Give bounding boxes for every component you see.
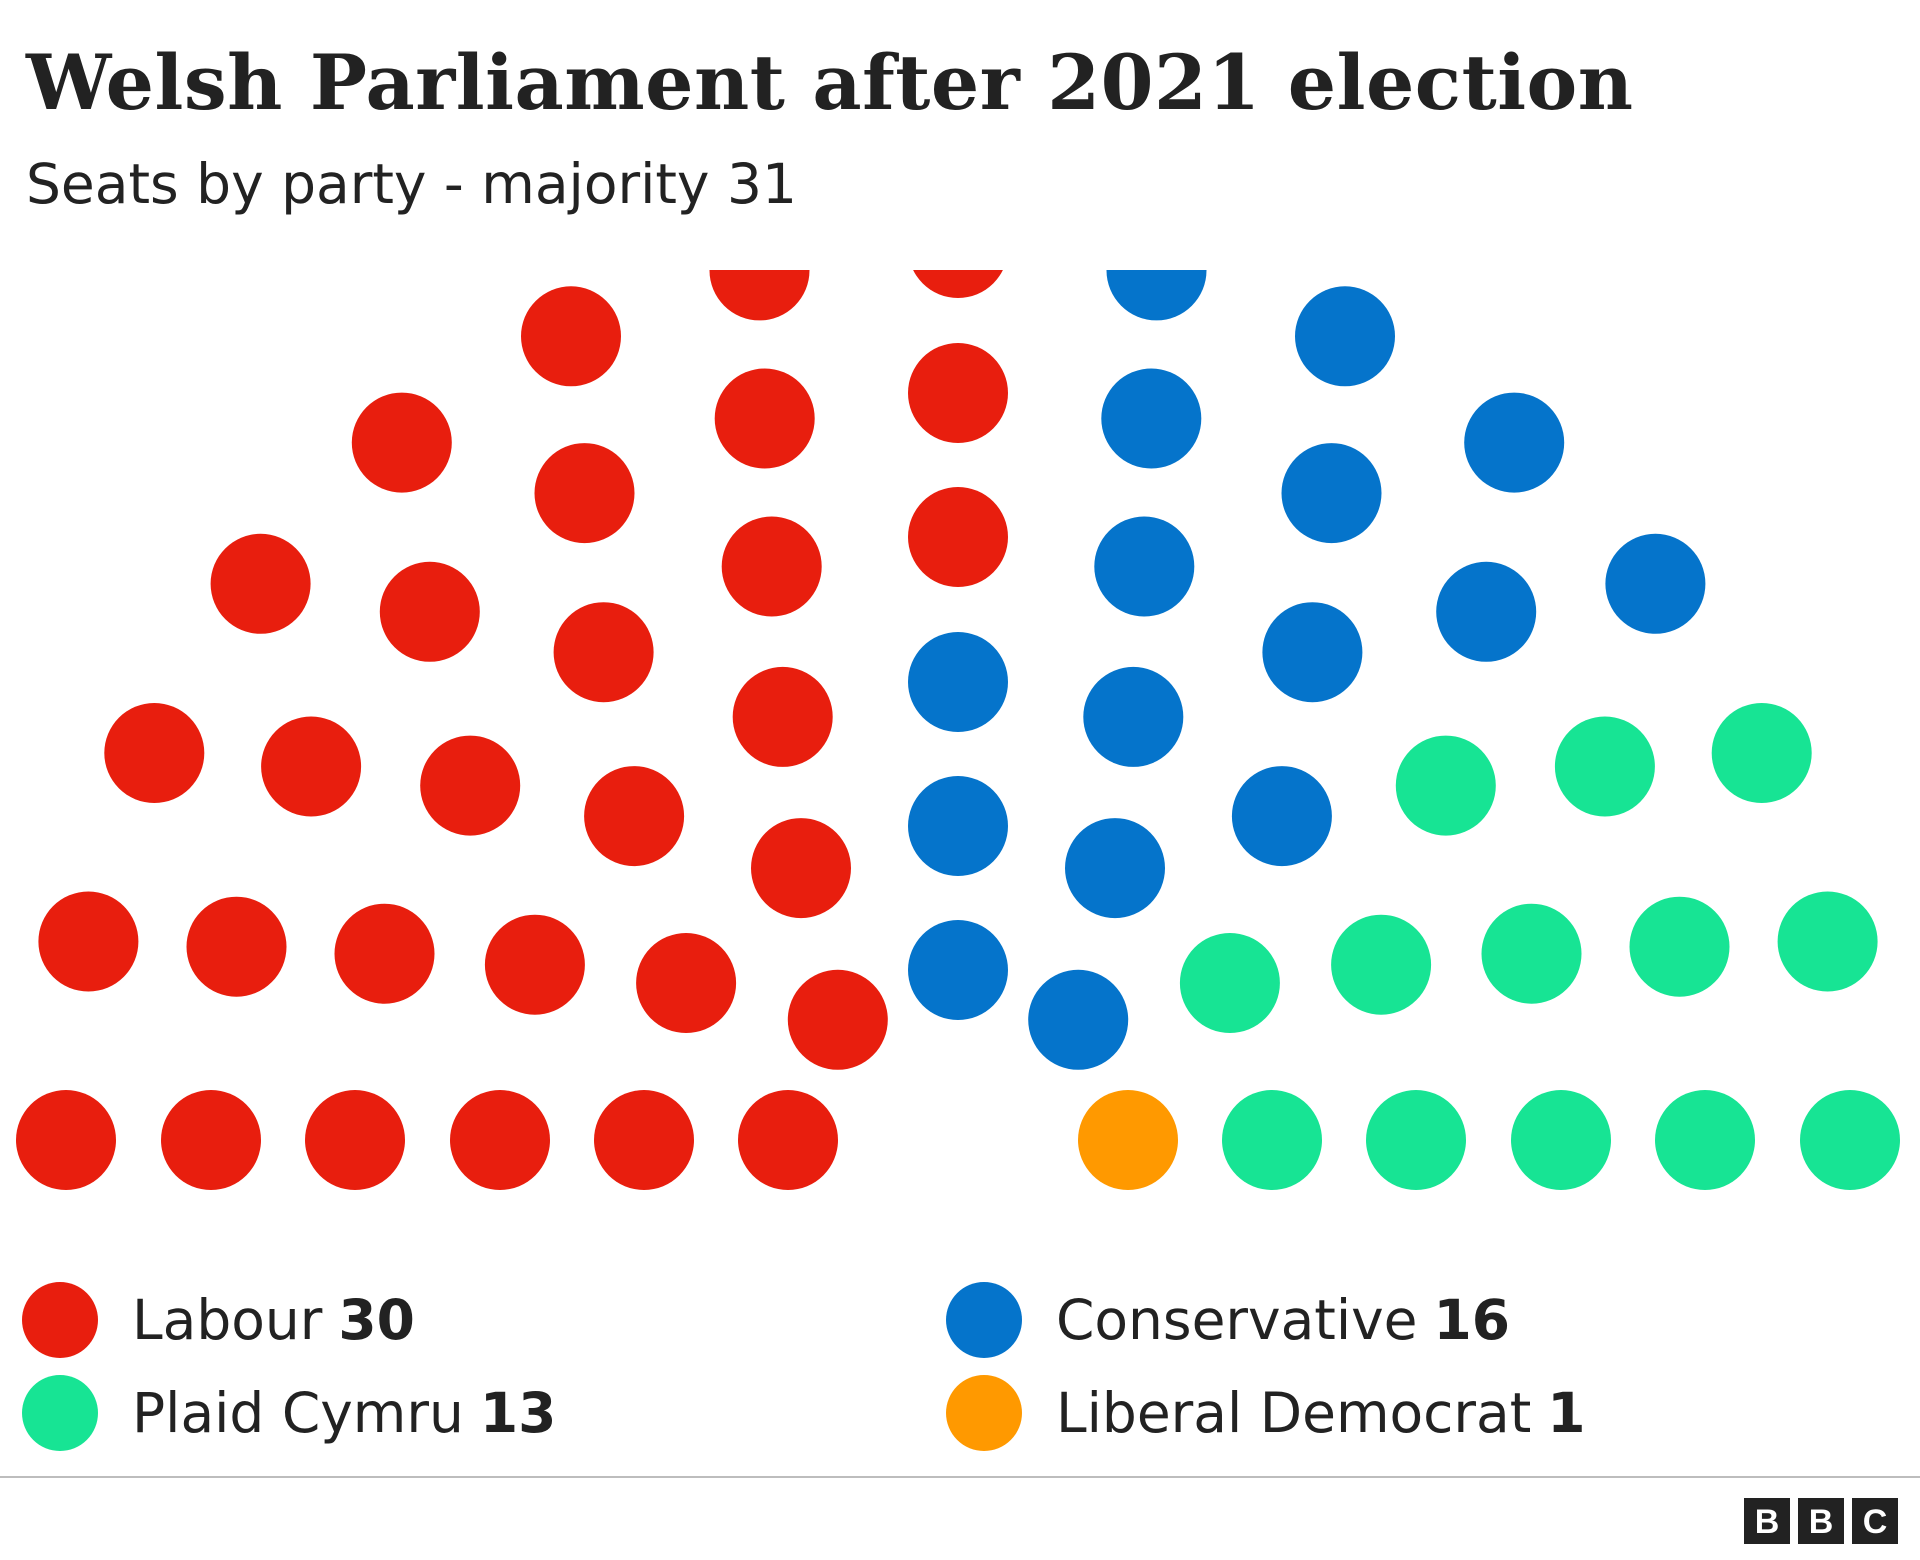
seat-labour xyxy=(379,561,480,662)
seat-labour xyxy=(908,487,1008,587)
seat-labour xyxy=(553,602,654,703)
seat-conservative xyxy=(908,920,1008,1020)
seat-plaid-cymru xyxy=(1481,903,1582,1004)
footer-divider xyxy=(0,1476,1920,1478)
seat-plaid-cymru xyxy=(1711,703,1812,803)
seat-labour xyxy=(484,914,585,1015)
seat-labour xyxy=(161,1090,261,1190)
seat-conservative xyxy=(1281,443,1382,544)
seat-labour xyxy=(636,933,737,1033)
seat-labour xyxy=(732,666,833,767)
chart-subtitle: Seats by party - majority 31 xyxy=(26,152,797,216)
legend-label-labour: Labour xyxy=(132,1288,323,1352)
legend-value-labour: 30 xyxy=(338,1288,415,1352)
seat-labour xyxy=(908,343,1008,443)
legend-label-plaid-cymru: Plaid Cymru xyxy=(132,1381,464,1445)
seat-conservative xyxy=(1094,516,1195,617)
seat-conservative xyxy=(1262,602,1363,703)
seat-liberal-democrat xyxy=(1078,1090,1178,1190)
seat-plaid-cymru xyxy=(1777,891,1878,992)
seat-conservative xyxy=(1028,969,1129,1070)
legend-swatch-labour xyxy=(22,1282,98,1358)
legend-item-plaid-cymru: Plaid Cymru 13 xyxy=(22,1373,556,1453)
bbc-logo-letter-text: B xyxy=(1809,1503,1834,1541)
legend-swatch-conservative xyxy=(946,1282,1022,1358)
seat-labour xyxy=(594,1090,694,1190)
seat-conservative xyxy=(1231,766,1332,867)
legend-item-liberal-democrat: Liberal Democrat 1 xyxy=(946,1373,1586,1453)
seat-plaid-cymru xyxy=(1655,1090,1755,1190)
seat-labour xyxy=(38,891,139,992)
bbc-logo-letter-c: C xyxy=(1852,1498,1898,1544)
seat-plaid-cymru xyxy=(1179,933,1280,1033)
seat-conservative xyxy=(1106,270,1207,321)
seat-conservative xyxy=(1083,666,1184,767)
seat-labour xyxy=(305,1090,405,1190)
seat-conservative xyxy=(1436,561,1537,662)
seat-plaid-cymru xyxy=(1511,1090,1611,1190)
seat-labour xyxy=(787,969,888,1070)
bbc-logo-letter-text: B xyxy=(1755,1503,1780,1541)
seat-labour xyxy=(584,766,685,867)
legend-swatch-plaid-cymru xyxy=(22,1375,98,1451)
seat-conservative xyxy=(1464,392,1565,493)
seat-plaid-cymru xyxy=(1629,896,1730,997)
seat-conservative xyxy=(1295,286,1395,387)
legend-item-conservative: Conservative 16 xyxy=(946,1280,1510,1360)
seat-labour xyxy=(534,443,635,544)
seat-labour xyxy=(351,392,452,493)
seat-labour xyxy=(16,1090,116,1190)
bbc-logo-icon: B B C xyxy=(1744,1498,1898,1544)
parliament-chart xyxy=(16,270,1900,1190)
bbc-logo-letter-b2: B xyxy=(1798,1498,1844,1544)
seat-labour xyxy=(186,896,287,997)
seat-labour xyxy=(420,735,521,836)
seat-labour xyxy=(210,533,311,634)
seat-labour xyxy=(104,703,205,803)
seat-conservative xyxy=(1065,818,1165,919)
legend-label-liberal-democrat: Liberal Democrat xyxy=(1056,1381,1532,1445)
seat-labour xyxy=(450,1090,550,1190)
seat-labour xyxy=(521,286,621,387)
seat-conservative xyxy=(1101,368,1202,469)
seat-labour xyxy=(913,270,1003,298)
legend-item-labour: Labour 30 xyxy=(22,1280,415,1360)
seat-labour xyxy=(751,818,851,919)
chart-title: Welsh Parliament after 2021 election xyxy=(26,38,1634,127)
seat-plaid-cymru xyxy=(1554,716,1655,817)
bbc-logo-letter-text: C xyxy=(1863,1503,1888,1541)
seat-plaid-cymru xyxy=(1222,1090,1322,1190)
seat-plaid-cymru xyxy=(1366,1090,1466,1190)
seat-labour xyxy=(334,903,435,1004)
seat-plaid-cymru xyxy=(1331,914,1432,1015)
legend-label-conservative: Conservative xyxy=(1056,1288,1418,1352)
seat-labour xyxy=(714,368,815,469)
legend-value-liberal-democrat: 1 xyxy=(1547,1381,1586,1445)
bbc-logo-letter-b1: B xyxy=(1744,1498,1790,1544)
seat-plaid-cymru xyxy=(1800,1090,1900,1190)
seat-plaid-cymru xyxy=(1395,735,1496,836)
legend-swatch-liberal-democrat xyxy=(946,1375,1022,1451)
seat-conservative xyxy=(1605,533,1706,634)
legend-value-plaid-cymru: 13 xyxy=(479,1381,557,1445)
seat-conservative xyxy=(908,776,1008,876)
seat-labour xyxy=(709,270,810,321)
seat-conservative xyxy=(908,632,1008,732)
seat-labour xyxy=(738,1090,838,1190)
legend-value-conservative: 16 xyxy=(1433,1288,1511,1352)
seat-labour xyxy=(261,716,362,817)
seat-labour xyxy=(721,516,822,617)
